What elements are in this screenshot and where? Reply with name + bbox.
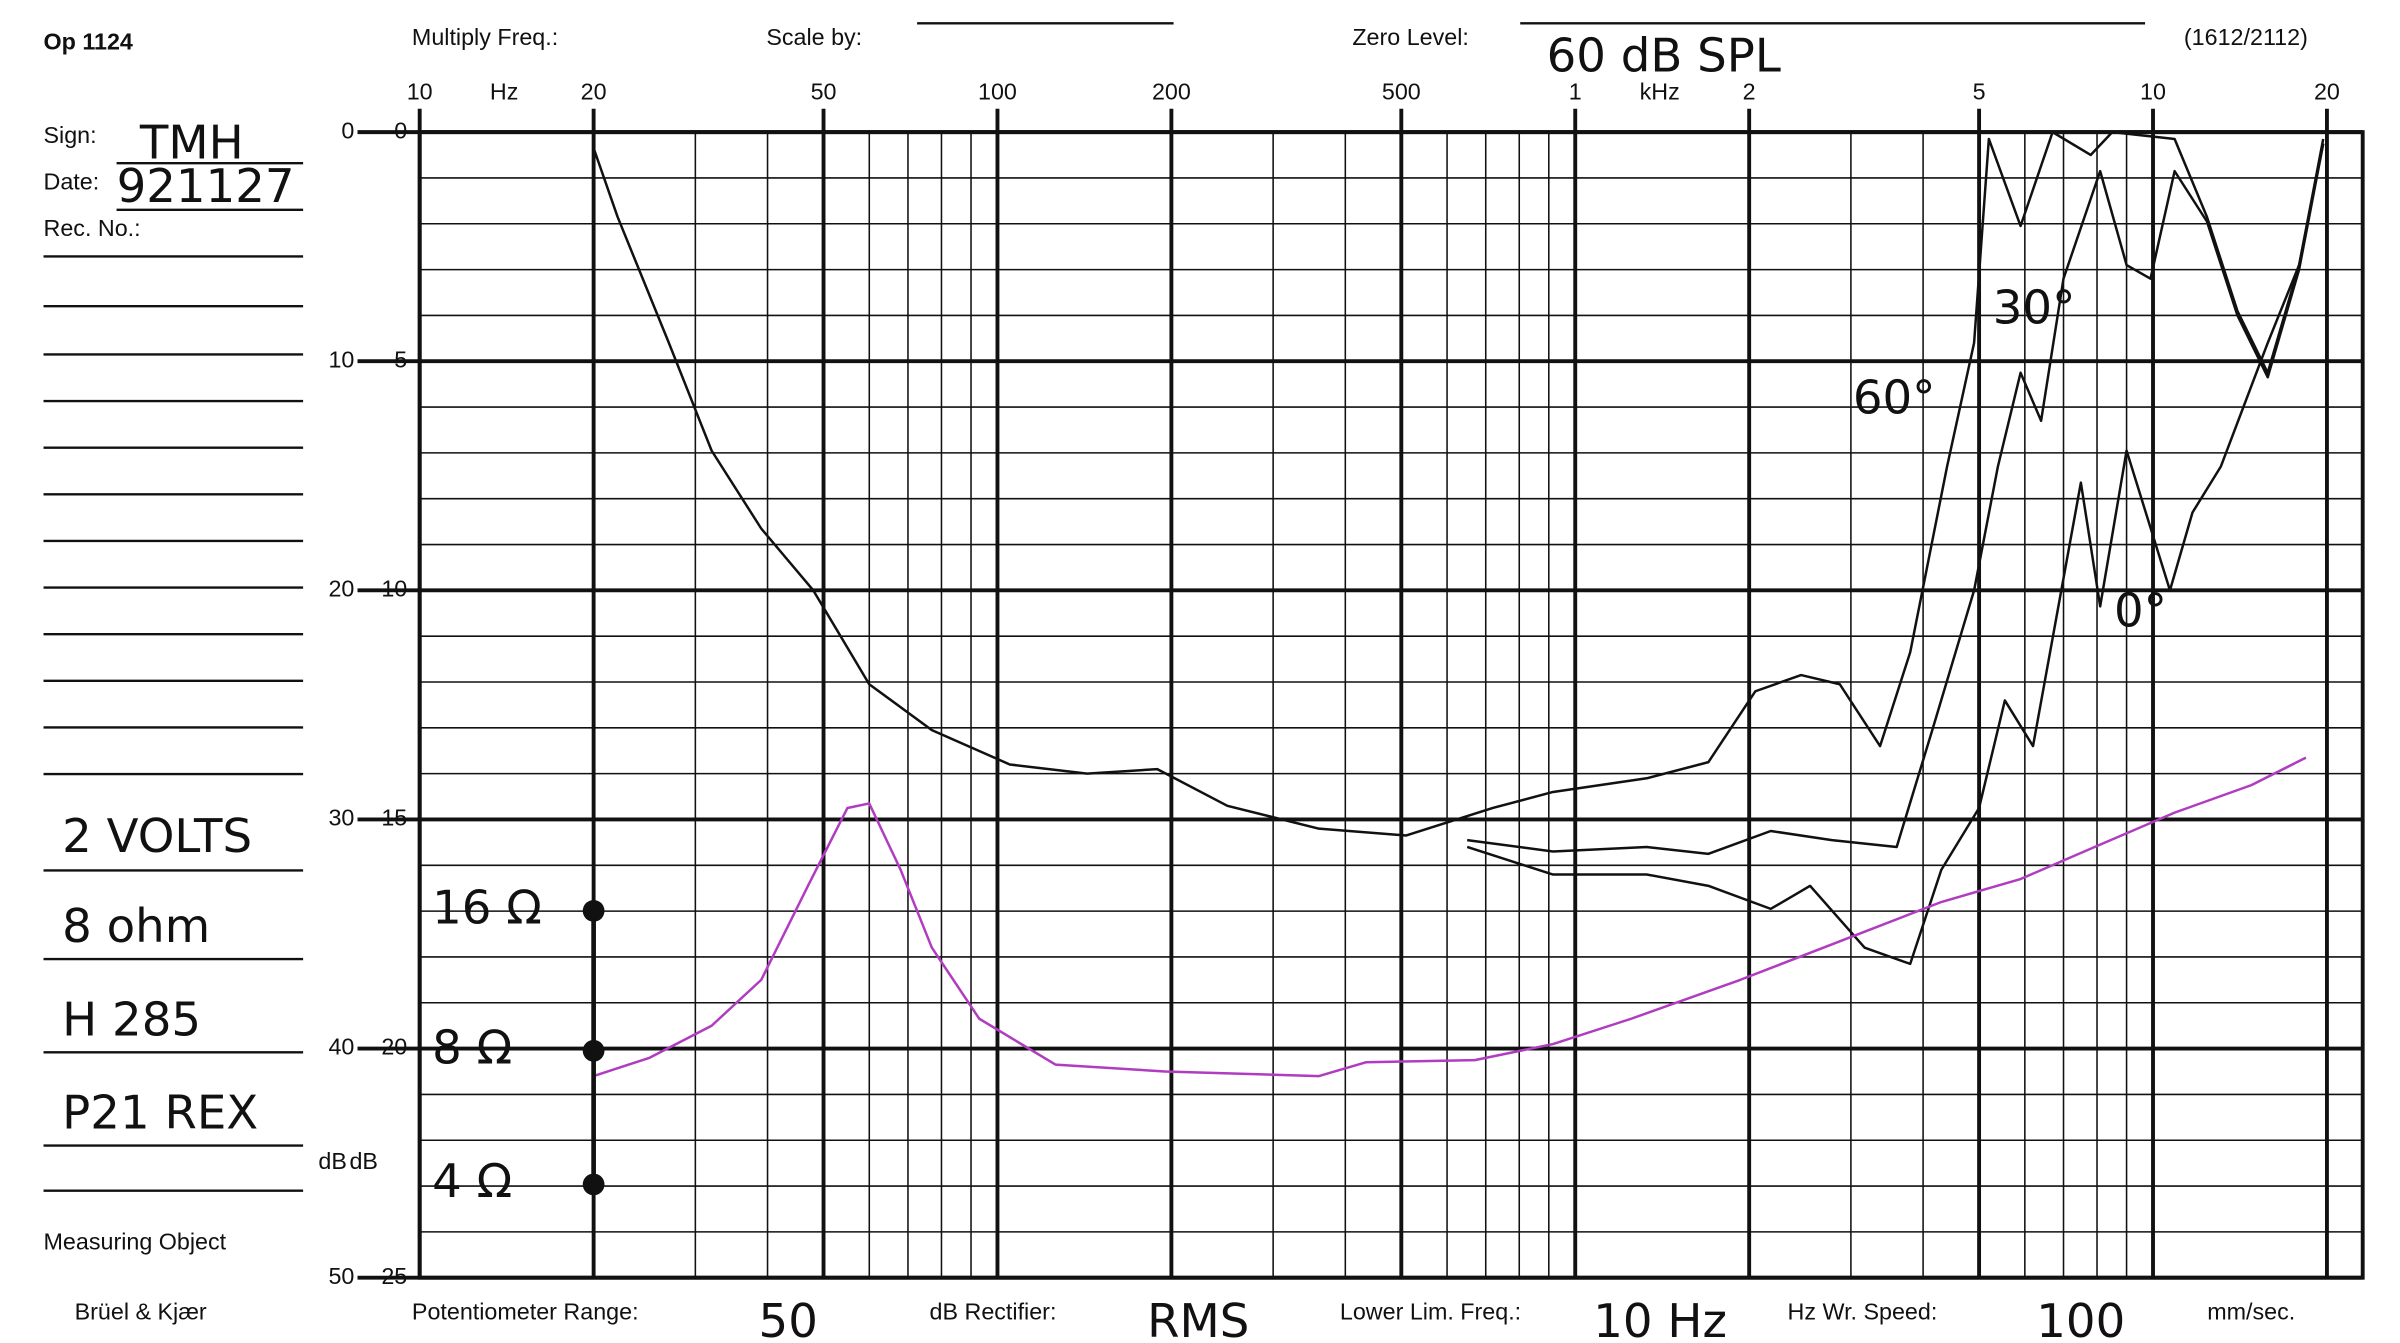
- impedance-mark: 16 Ω: [432, 880, 542, 934]
- curve: [1467, 143, 2325, 856]
- x-tick-label: 10: [407, 78, 433, 104]
- multiply-freq-label: Multiply Freq.:: [412, 24, 558, 50]
- curve: [593, 756, 2307, 1078]
- rec-label: Rec. No.:: [44, 215, 141, 241]
- rectifier: RMS: [1147, 1294, 1249, 1343]
- speed: 100: [2036, 1294, 2125, 1343]
- x-tick-label: 50: [811, 78, 837, 104]
- pot-range-label: Potentiometer Range:: [412, 1299, 639, 1325]
- note: H 285: [62, 992, 201, 1046]
- x-tick-label: 10: [2140, 78, 2166, 104]
- sign: TMH: [139, 116, 244, 170]
- impedance-mark: 8 Ω: [432, 1020, 512, 1074]
- scale-by-label: Scale by:: [766, 24, 862, 50]
- x-tick-label: 2: [1743, 78, 1756, 104]
- y-tick-label: 50: [328, 1263, 354, 1289]
- y2-tick-label: 5: [394, 346, 407, 372]
- x-unit: Hz: [490, 78, 518, 104]
- curve: [592, 130, 2325, 837]
- y-tick-label: 10: [328, 346, 354, 372]
- lower-lim-label: Lower Lim. Freq.:: [1340, 1299, 1521, 1325]
- measuring-object: Measuring Object: [44, 1229, 227, 1255]
- note: 8 ohm: [62, 899, 210, 953]
- x-tick-label: 5: [1973, 78, 1986, 104]
- note: P21 REX: [62, 1086, 258, 1140]
- sign-label: Sign:: [44, 122, 97, 148]
- x-tick-label: 20: [2314, 78, 2340, 104]
- curve: [1466, 143, 2325, 966]
- date-label: Date:: [44, 169, 100, 195]
- y-tick-label: 0: [341, 117, 354, 143]
- pot-range: 50: [759, 1294, 818, 1343]
- lower-lim: 10 Hz: [1593, 1294, 1727, 1343]
- x-tick-label: 500: [1382, 78, 1421, 104]
- y-tick-label: 20: [328, 576, 354, 602]
- impedance-mark: 4 Ω: [432, 1154, 512, 1208]
- curve-label: 0°: [2114, 583, 2167, 637]
- x-tick-label: 1: [1569, 78, 1582, 104]
- x-unit: kHz: [1640, 78, 1680, 104]
- y-unit: dB: [318, 1148, 347, 1174]
- speed-label: Hz Wr. Speed:: [1788, 1299, 1938, 1325]
- y2-tick-label: 0: [394, 117, 407, 143]
- record-id: Op 1124: [44, 29, 133, 55]
- y-unit: dB: [349, 1148, 378, 1174]
- y-tick-label: 40: [328, 1034, 354, 1060]
- curve-label: 60°: [1853, 371, 1936, 425]
- zero-level-label: Zero Level:: [1352, 24, 1469, 50]
- rectifier-label: dB Rectifier:: [930, 1299, 1057, 1325]
- brand: Brüel & Kjær: [75, 1299, 207, 1325]
- date: 921127: [117, 159, 295, 213]
- notes: 2 VOLTS 8 ohm H 285 P21 REX: [62, 809, 258, 1140]
- y2-tick-label: 10: [381, 576, 407, 602]
- x-tick-label: 20: [581, 78, 607, 104]
- speed-unit: mm/sec.: [2207, 1299, 2295, 1325]
- x-tick-label: 100: [978, 78, 1017, 104]
- y2-tick-label: 15: [381, 805, 407, 831]
- reference: (1612/2112): [2184, 24, 2308, 50]
- zero-level-value: 60 dB SPL: [1547, 29, 1781, 83]
- note: 2 VOLTS: [62, 809, 252, 863]
- x-tick-label: 200: [1152, 78, 1191, 104]
- curve-label: 30°: [1993, 280, 2076, 334]
- y2-tick-label: 20: [381, 1034, 407, 1060]
- y-tick-label: 30: [328, 805, 354, 831]
- y2-tick-label: 25: [381, 1263, 407, 1289]
- form-lines: [43, 162, 304, 1192]
